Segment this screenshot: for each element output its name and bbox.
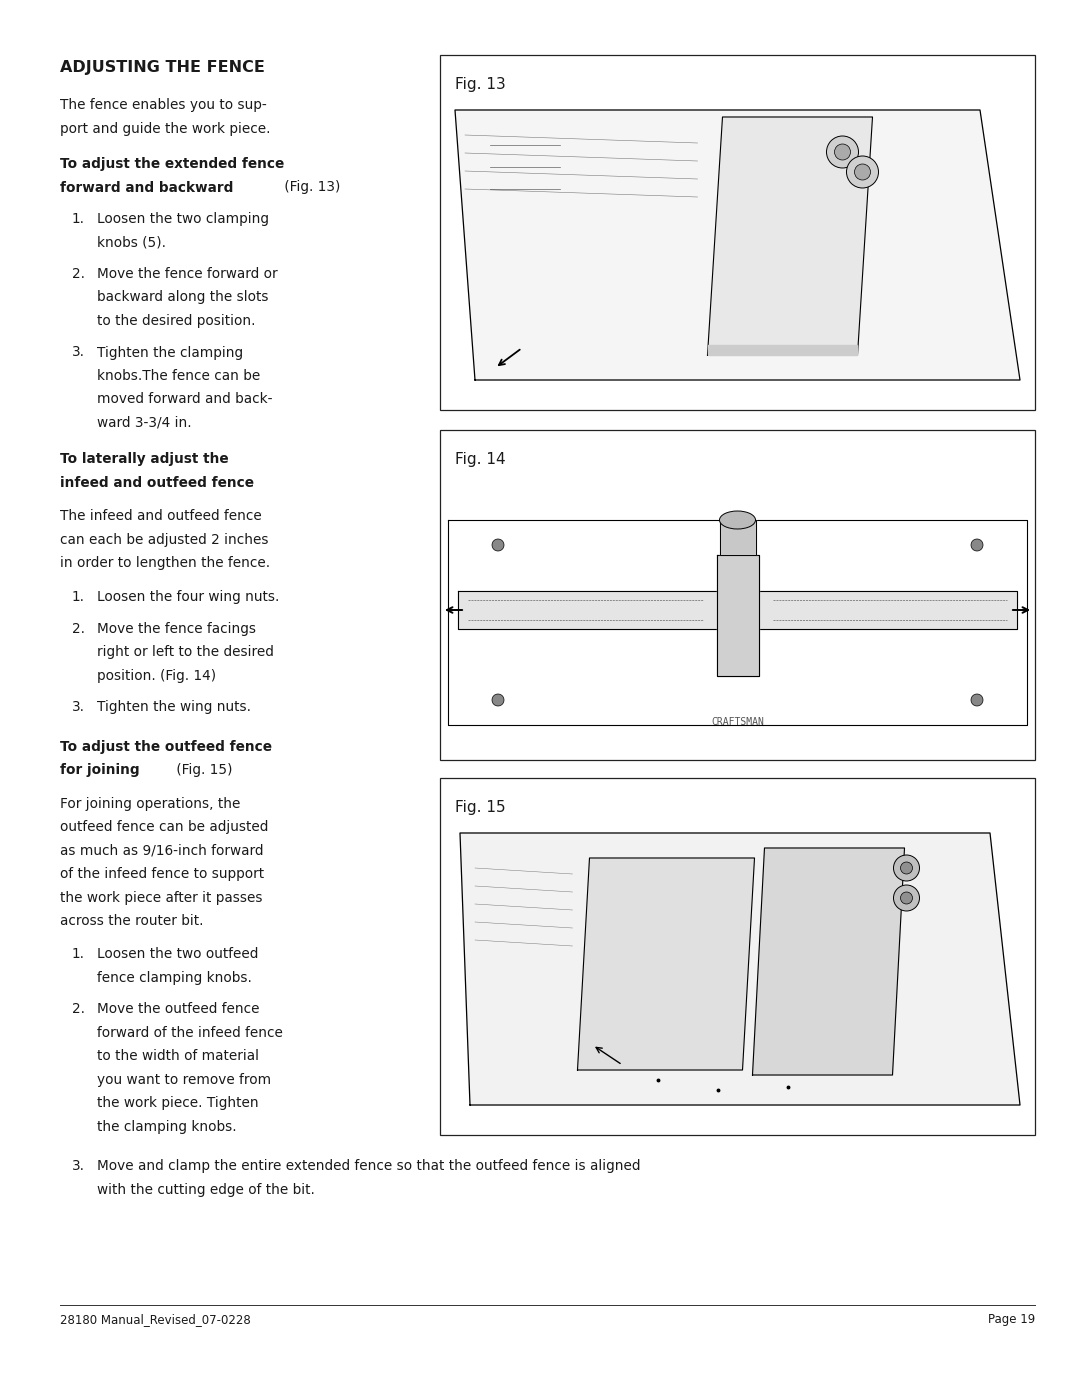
Text: To adjust the outfeed fence: To adjust the outfeed fence <box>60 740 272 754</box>
Text: (Fig. 13): (Fig. 13) <box>280 180 340 194</box>
Polygon shape <box>578 858 755 1070</box>
Text: port and guide the work piece.: port and guide the work piece. <box>60 121 270 136</box>
Text: 3.: 3. <box>72 345 85 359</box>
Text: knobs.The fence can be: knobs.The fence can be <box>97 368 260 384</box>
Text: ADJUSTING THE FENCE: ADJUSTING THE FENCE <box>60 60 265 76</box>
Circle shape <box>492 539 504 551</box>
Text: Move and clamp the entire extended fence so that the outfeed fence is aligned: Move and clamp the entire extended fence… <box>97 1159 640 1173</box>
Text: (Fig. 15): (Fig. 15) <box>172 763 232 777</box>
Text: The infeed and outfeed fence: The infeed and outfeed fence <box>60 510 261 524</box>
Ellipse shape <box>719 512 756 529</box>
Text: To laterally adjust the: To laterally adjust the <box>60 452 229 466</box>
Text: the clamping knobs.: the clamping knobs. <box>97 1121 237 1134</box>
Circle shape <box>971 694 983 705</box>
Text: right or left to the desired: right or left to the desired <box>97 645 274 659</box>
Circle shape <box>826 136 859 168</box>
Polygon shape <box>716 556 758 676</box>
Circle shape <box>893 886 919 912</box>
Polygon shape <box>707 345 858 355</box>
Text: fence clamping knobs.: fence clamping knobs. <box>97 971 252 984</box>
Text: the work piece. Tighten: the work piece. Tighten <box>97 1096 258 1111</box>
Circle shape <box>854 164 870 180</box>
Circle shape <box>901 862 913 874</box>
Text: Move the fence facings: Move the fence facings <box>97 622 256 635</box>
Text: as much as 9/16-inch forward: as much as 9/16-inch forward <box>60 843 264 858</box>
Text: 2.: 2. <box>72 622 85 635</box>
Bar <box>440 55 1035 410</box>
Text: across the router bit.: across the router bit. <box>60 914 203 928</box>
Text: forward of the infeed fence: forward of the infeed fence <box>97 1026 283 1040</box>
Text: The fence enables you to sup-: The fence enables you to sup- <box>60 98 267 111</box>
Text: infeed and outfeed fence: infeed and outfeed fence <box>60 476 254 489</box>
Text: position. (Fig. 14): position. (Fig. 14) <box>97 668 216 682</box>
Text: Fig. 14: Fig. 14 <box>455 452 505 468</box>
Text: Page 19: Page 19 <box>988 1313 1035 1326</box>
Text: knobs (5).: knobs (5). <box>97 235 166 249</box>
Circle shape <box>901 892 913 903</box>
Polygon shape <box>719 520 756 556</box>
Polygon shape <box>707 117 873 355</box>
Text: 28180 Manual_Revised_07-0228: 28180 Manual_Revised_07-0228 <box>60 1313 251 1326</box>
Text: Tighten the clamping: Tighten the clamping <box>97 345 243 359</box>
Text: with the cutting edge of the bit.: with the cutting edge of the bit. <box>97 1182 315 1198</box>
Text: 1.: 1. <box>72 947 85 961</box>
Text: moved forward and back-: moved forward and back- <box>97 392 272 407</box>
Text: 3.: 3. <box>72 700 85 714</box>
Text: for joining: for joining <box>60 763 139 777</box>
Text: in order to lengthen the fence.: in order to lengthen the fence. <box>60 557 270 571</box>
Circle shape <box>492 694 504 705</box>
Text: of the infeed fence to support: of the infeed fence to support <box>60 868 265 881</box>
Text: For joining operations, the: For joining operations, the <box>60 796 241 810</box>
Text: CRAFTSMAN: CRAFTSMAN <box>711 716 764 727</box>
Text: outfeed fence can be adjusted: outfeed fence can be adjusted <box>60 820 268 835</box>
Text: To adjust the extended fence: To adjust the extended fence <box>60 157 284 170</box>
Text: Loosen the two outfeed: Loosen the two outfeed <box>97 947 258 961</box>
Text: Tighten the wing nuts.: Tighten the wing nuts. <box>97 700 251 714</box>
Text: Loosen the two clamping: Loosen the two clamping <box>97 212 269 226</box>
Bar <box>440 778 1035 1134</box>
Text: 2.: 2. <box>72 1002 85 1016</box>
Polygon shape <box>458 591 1017 628</box>
Text: to the width of material: to the width of material <box>97 1049 259 1063</box>
Text: Fig. 13: Fig. 13 <box>455 77 505 92</box>
Text: ward 3-3/4 in.: ward 3-3/4 in. <box>97 417 191 430</box>
Text: 2.: 2. <box>72 267 85 280</box>
Text: 3.: 3. <box>72 1159 85 1173</box>
Circle shape <box>847 155 878 188</box>
Text: you want to remove from: you want to remove from <box>97 1072 271 1088</box>
Polygon shape <box>460 833 1020 1106</box>
Text: 1.: 1. <box>72 212 85 226</box>
Polygon shape <box>455 110 1020 380</box>
Circle shape <box>971 539 983 551</box>
Text: Move the fence forward or: Move the fence forward or <box>97 267 278 280</box>
Text: Fig. 15: Fig. 15 <box>455 800 505 815</box>
Text: to the desired position.: to the desired position. <box>97 314 256 329</box>
Text: Loosen the four wing nuts.: Loosen the four wing nuts. <box>97 590 280 604</box>
Text: can each be adjusted 2 inches: can each be adjusted 2 inches <box>60 534 269 547</box>
Polygon shape <box>753 848 905 1075</box>
Circle shape <box>835 144 851 160</box>
Text: Move the outfeed fence: Move the outfeed fence <box>97 1002 259 1016</box>
Circle shape <box>893 855 919 881</box>
Text: forward and backward: forward and backward <box>60 180 233 194</box>
Text: 1.: 1. <box>72 590 85 604</box>
Bar <box>440 430 1035 760</box>
Text: the work piece after it passes: the work piece after it passes <box>60 891 262 905</box>
Text: backward along the slots: backward along the slots <box>97 290 269 304</box>
